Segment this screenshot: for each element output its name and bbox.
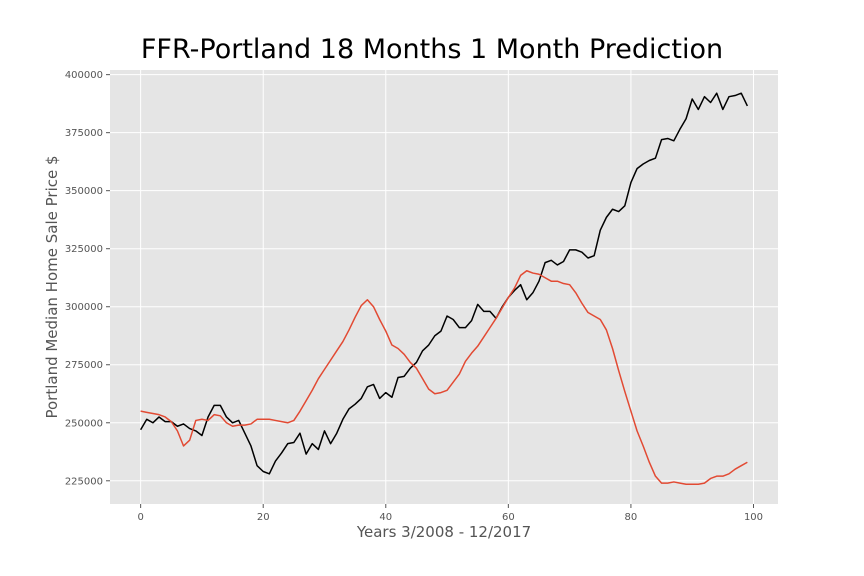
y-tick-label: 325000 xyxy=(65,244,103,255)
x-tick-label: 40 xyxy=(379,512,392,523)
y-tick-label: 250000 xyxy=(65,418,103,429)
grid-lines xyxy=(110,70,778,504)
chart-title: FFR-Portland 18 Months 1 Month Predictio… xyxy=(140,34,724,65)
y-tick-label: 275000 xyxy=(65,360,103,371)
series-lines xyxy=(139,92,749,486)
x-axis-ticks: 0 20 40 60 80 100 xyxy=(137,504,763,523)
x-tick-label: 80 xyxy=(625,512,638,523)
series-line-1 xyxy=(139,92,749,475)
y-axis-label: Portland Median Home Sale Price $ xyxy=(43,155,61,418)
y-tick-label: 225000 xyxy=(65,476,103,487)
series-line-2 xyxy=(140,270,748,486)
x-tick-label: 60 xyxy=(502,512,515,523)
y-tick-label: 350000 xyxy=(65,186,103,197)
x-tick-label: 100 xyxy=(744,512,763,523)
x-axis-label: Years 3/2008 - 12/2017 xyxy=(356,523,531,541)
plot-area xyxy=(110,70,778,504)
y-axis-ticks: 225000 250000 275000 300000 325000 350000 3750… xyxy=(65,70,110,487)
x-tick-label: 0 xyxy=(137,512,143,523)
y-tick-label: 400000 xyxy=(65,70,103,81)
y-tick-label: 375000 xyxy=(65,128,103,139)
x-tick-label: 20 xyxy=(257,512,270,523)
y-tick-label: 300000 xyxy=(65,302,103,313)
